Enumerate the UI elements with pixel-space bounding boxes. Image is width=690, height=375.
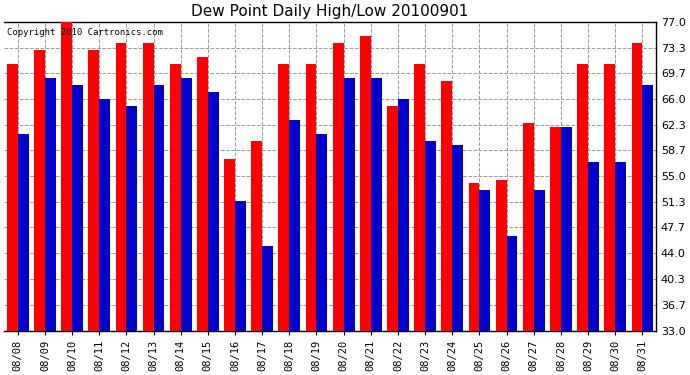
Bar <box>18 134 28 330</box>
Bar <box>561 127 572 330</box>
Bar <box>387 106 398 330</box>
Text: Copyright 2010 Cartronics.com: Copyright 2010 Cartronics.com <box>8 28 164 37</box>
Bar <box>34 50 45 330</box>
Bar <box>469 183 480 330</box>
Bar <box>398 99 409 330</box>
Bar <box>208 92 219 330</box>
Bar <box>88 50 99 330</box>
Title: Dew Point Daily High/Low 20100901: Dew Point Daily High/Low 20100901 <box>191 4 469 19</box>
Bar <box>262 246 273 330</box>
Bar <box>578 64 588 330</box>
Bar <box>154 85 164 330</box>
Bar <box>279 64 289 330</box>
Bar <box>317 134 327 330</box>
Bar <box>306 64 317 330</box>
Bar <box>126 106 137 330</box>
Bar <box>344 78 355 330</box>
Bar <box>181 78 192 330</box>
Bar <box>506 236 518 330</box>
Bar <box>425 141 436 330</box>
Bar <box>333 43 344 330</box>
Bar <box>371 78 382 330</box>
Bar <box>224 159 235 330</box>
Bar <box>99 99 110 330</box>
Bar <box>289 120 300 330</box>
Bar <box>534 190 544 330</box>
Bar <box>170 64 181 330</box>
Bar <box>452 144 463 330</box>
Bar <box>45 78 56 330</box>
Bar <box>251 141 262 330</box>
Bar <box>197 57 208 330</box>
Bar <box>414 64 425 330</box>
Bar <box>604 64 615 330</box>
Bar <box>588 162 599 330</box>
Bar <box>495 180 506 330</box>
Bar <box>7 64 18 330</box>
Bar <box>615 162 626 330</box>
Bar <box>235 201 246 330</box>
Bar <box>631 43 642 330</box>
Bar <box>72 85 83 330</box>
Bar <box>61 22 72 330</box>
Bar <box>642 85 653 330</box>
Bar <box>550 127 561 330</box>
Bar <box>360 36 371 330</box>
Bar <box>115 43 126 330</box>
Bar <box>523 123 534 330</box>
Bar <box>143 43 154 330</box>
Bar <box>442 81 452 330</box>
Bar <box>480 190 491 330</box>
